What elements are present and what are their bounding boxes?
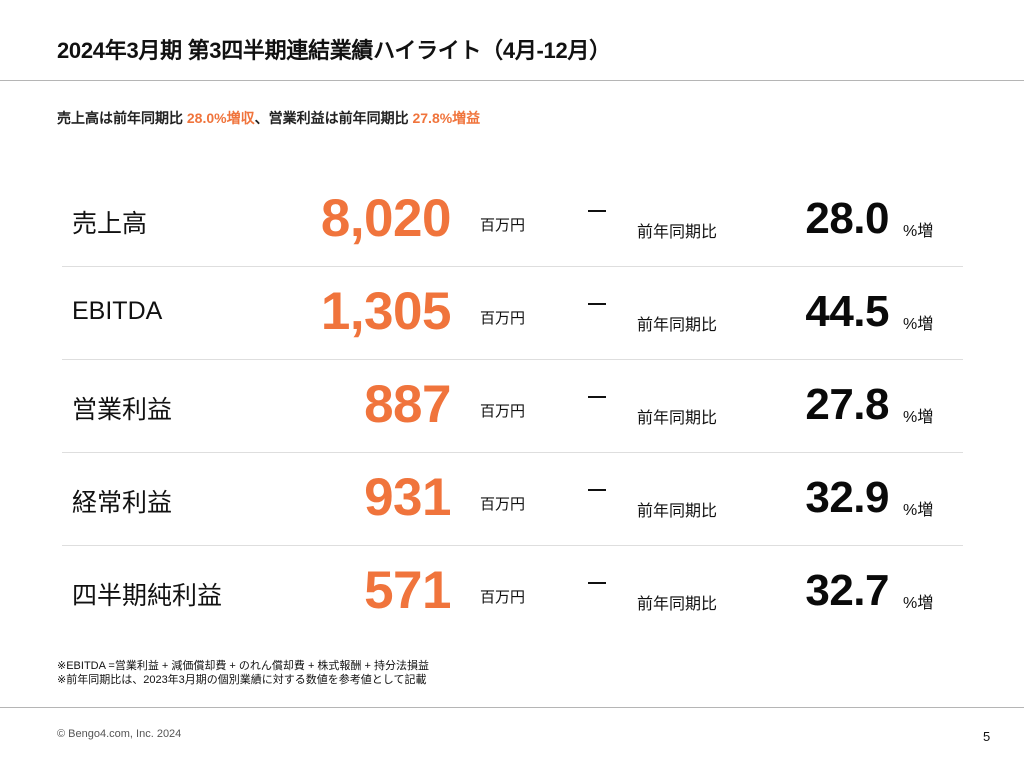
change-value: 32.7 <box>805 566 889 615</box>
change-unit: %増 <box>903 409 934 426</box>
metric-value: 931 <box>364 468 451 527</box>
metric-label: 四半期純利益 <box>72 582 223 610</box>
metric-value: 887 <box>364 375 451 434</box>
metric-row-ordinary-profit: 経常利益 931 百万円 前年同期比 32.9 %増 <box>62 453 963 546</box>
metric-unit: 百万円 <box>480 496 526 513</box>
summary-text-2: 、営業利益は前年同期比 <box>254 110 413 126</box>
change-value: 32.9 <box>805 473 889 522</box>
metric-label: 売上高 <box>72 210 148 238</box>
change-value: 44.5 <box>805 287 889 336</box>
metric-label: 経常利益 <box>72 489 173 517</box>
metric-unit: 百万円 <box>480 217 526 234</box>
metric-label: EBITDA <box>72 297 163 325</box>
metric-row-operating-profit: 営業利益 887 百万円 前年同期比 27.8 %増 <box>62 360 963 453</box>
dash-separator <box>588 582 606 584</box>
summary-line: 売上高は前年同期比 28.0%増収、営業利益は前年同期比 27.8%増益 <box>57 108 480 128</box>
metric-row-net-income: 四半期純利益 571 百万円 前年同期比 32.7 %増 <box>62 546 963 639</box>
change-unit: %増 <box>903 502 934 519</box>
metric-unit: 百万円 <box>480 403 526 420</box>
metric-unit: 百万円 <box>480 589 526 606</box>
dash-separator <box>588 210 606 212</box>
metric-value: 571 <box>364 561 451 620</box>
copyright: © Bengo4.com, Inc. 2024 <box>57 728 182 740</box>
metric-value: 8,020 <box>320 189 452 248</box>
change-unit: %増 <box>903 223 934 240</box>
summary-text-1: 売上高は前年同期比 <box>57 110 187 126</box>
change-unit: %増 <box>903 316 934 333</box>
footer-divider <box>0 707 1024 708</box>
page-title: 2024年3月期 第3四半期連結業績ハイライト（4月-12月） <box>57 38 611 63</box>
footnote-ebitda: ※EBITDA =営業利益 + 減価償却費 + のれん償却費 + 株式報酬 + … <box>57 660 429 672</box>
compare-label: 前年同期比 <box>637 596 718 613</box>
metrics-table: 売上高 8,020 百万円 前年同期比 28.0 %増 EBITDA 1,305… <box>62 174 963 639</box>
compare-label: 前年同期比 <box>637 224 718 241</box>
summary-highlight-revenue: 28.0%増収 <box>186 110 255 126</box>
dash-separator <box>588 303 606 305</box>
change-value: 27.8 <box>805 380 889 429</box>
footnote-comparison: ※前年同期比は、2023年3月期の個別業績に対する数値を参考値として記載 <box>57 674 427 686</box>
metric-label: 営業利益 <box>72 396 173 424</box>
dash-separator <box>588 489 606 491</box>
metric-value: 1,305 <box>320 282 452 341</box>
metric-row-revenue: 売上高 8,020 百万円 前年同期比 28.0 %増 <box>62 174 963 267</box>
page-number: 5 <box>983 729 991 744</box>
summary-highlight-operating-profit: 27.8%増益 <box>412 110 481 126</box>
metric-unit: 百万円 <box>480 310 526 327</box>
compare-label: 前年同期比 <box>637 317 718 334</box>
compare-label: 前年同期比 <box>637 503 718 520</box>
dash-separator <box>588 396 606 398</box>
metric-row-ebitda: EBITDA 1,305 百万円 前年同期比 44.5 %増 <box>62 267 963 360</box>
compare-label: 前年同期比 <box>637 410 718 427</box>
change-value: 28.0 <box>805 194 889 243</box>
change-unit: %増 <box>903 595 934 612</box>
header-divider <box>0 80 1024 81</box>
footnotes: ※EBITDA =営業利益 + 減価償却費 + のれん償却費 + 株式報酬 + … <box>57 659 429 687</box>
